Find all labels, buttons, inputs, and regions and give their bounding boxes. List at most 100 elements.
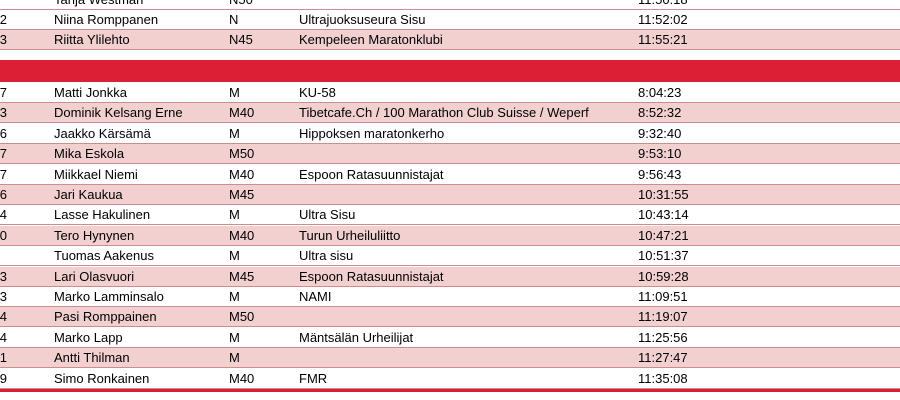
runner-class: M — [229, 329, 240, 345]
rank-fragment: 7 — [0, 166, 7, 182]
runner-name: Tero Hynynen — [54, 227, 135, 243]
finish-time: 11:25:56 — [638, 329, 688, 345]
runner-class: M — [229, 289, 240, 304]
table-row: 2 Niina Romppanen N Ultrajuoksuseura Sis… — [0, 10, 900, 30]
table-row: 3 Dominik Kelsang Erne M40 Tibetcafe.Ch / 1… — [0, 103, 900, 124]
runner-club: FMR — [299, 370, 328, 386]
table-row: Tuomas Aakenus M Ultra sisu 10:51:37 — [0, 246, 900, 267]
rank-fragment: 4 — [0, 309, 7, 325]
runner-class: M — [229, 85, 240, 100]
table-row: Tanja Westman N50 11:50:18 — [0, 0, 900, 10]
table-row: 3 Marko Lamminsalo M NAMI 11:09:51 — [0, 287, 900, 307]
table-row: 7 Matti Jonkka M KU-58 8:04:23 — [0, 83, 900, 103]
table-row: 4 Marko Lapp M Mäntsälän Urheilijat 11:25:56 — [0, 327, 900, 348]
finish-time: 11:09:51 — [638, 289, 688, 304]
runner-name: Tuomas Aakenus — [54, 248, 154, 264]
runner-name: Tanja Westman — [54, 0, 224, 10]
runner-class: M40 — [229, 227, 255, 243]
runner-class: M50 — [229, 309, 255, 325]
runner-name: Marko Lamminsalo — [54, 289, 164, 304]
finish-time: 10:51:37 — [638, 248, 689, 264]
runner-club — [299, 185, 629, 205]
table-row: 0 Tero Hynynen M40 Turun Urheiluliitto 10:47… — [0, 225, 900, 246]
bottom-divider-band — [0, 389, 900, 392]
runner-name: Pasi Romppainen — [54, 309, 157, 325]
runner-club: Ultra sisu — [299, 248, 354, 264]
runner-club: Turun Urheiluliitto — [299, 227, 401, 243]
finish-time: 10:43:14 — [638, 207, 689, 223]
rank-fragment: 2 — [0, 12, 7, 27]
runner-name: Lasse Hakulinen — [54, 207, 151, 223]
table-row: 3 Lari Olasvuori M45 Espoon Ratasuunnistaja… — [0, 266, 900, 287]
runner-club: Tibetcafe.Ch / 100 Marathon Club Suisse … — [299, 105, 589, 121]
table-row: 3 Riitta Ylilehto N45 Kempeleen Maratonk… — [0, 30, 900, 50]
rank-fragment: 3 — [0, 105, 7, 121]
rank-fragment: 3 — [0, 289, 7, 304]
runner-club: Mäntsälän Urheilijat — [299, 329, 414, 345]
table-row: 7 Mika Eskola M50 9:53:10 — [0, 144, 900, 165]
rank-fragment: 1 — [0, 350, 7, 366]
finish-time: 11:52:02 — [638, 12, 688, 27]
rank-fragment: 3 — [0, 32, 7, 47]
runner-class: M — [229, 350, 240, 366]
runner-name: Simo Ronkainen — [54, 370, 150, 386]
rank-fragment: 4 — [0, 207, 7, 223]
finish-time: 10:31:55 — [638, 187, 689, 202]
finish-time: 10:47:21 — [638, 227, 689, 243]
finish-time: 11:27:47 — [638, 350, 688, 366]
finish-time: 11:35:08 — [638, 370, 688, 386]
rank-fragment: 4 — [0, 329, 7, 345]
rank-fragment: 3 — [0, 268, 7, 284]
finish-time: 11:50:18 — [638, 0, 738, 10]
finish-time: 9:56:43 — [638, 166, 682, 182]
runner-class: M45 — [229, 268, 255, 284]
rank-fragment: 7 — [0, 146, 7, 162]
table-row: 4 Pasi Romppainen M50 11:19:07 — [0, 307, 900, 328]
rank-fragment: 9 — [0, 370, 7, 386]
rank-fragment: 6 — [0, 125, 7, 141]
runner-name: Antti Thilman — [54, 350, 130, 366]
runner-name: Niina Romppanen — [54, 12, 159, 27]
runner-class: N45 — [229, 32, 253, 47]
runner-name: Dominik Kelsang Erne — [54, 105, 183, 121]
runner-club: Espoon Ratasuunnistajat — [299, 268, 444, 284]
runner-name: Lari Olasvuori — [54, 268, 135, 284]
runner-class: M — [229, 248, 240, 264]
runner-class: M40 — [229, 370, 255, 386]
rank-fragment: 6 — [0, 187, 7, 202]
rank-fragment: 7 — [0, 85, 7, 100]
runner-name: Miikkael Niemi — [54, 166, 138, 182]
table-row: 1 Antti Thilman M 11:27:47 — [0, 348, 900, 369]
finish-time: 8:52:32 — [638, 105, 682, 121]
runner-club — [299, 307, 629, 327]
runner-club: Hippoksen maratonkerho — [299, 125, 445, 141]
runner-class: M45 — [229, 187, 255, 202]
runner-class: N50 — [229, 0, 289, 10]
runner-name: Matti Jonkka — [54, 85, 127, 100]
runner-class: M — [229, 207, 240, 223]
runner-club — [299, 144, 629, 164]
runner-club: KU-58 — [299, 85, 336, 100]
finish-time: 9:32:40 — [638, 125, 682, 141]
runner-class: M50 — [229, 146, 255, 162]
table-row: 6 Jaakko Kärsämä M Hippoksen maratonkerho 9:… — [0, 123, 900, 144]
finish-time: 11:19:07 — [638, 309, 688, 325]
runner-name: Jari Kaukua — [54, 187, 123, 202]
runner-club: Espoon Ratasuunnistajat — [299, 166, 444, 182]
table-row: 7 Miikkael Niemi M40 Espoon Ratasuunnistaja… — [0, 164, 900, 185]
runner-name: Riitta Ylilehto — [54, 32, 130, 47]
runner-name: Marko Lapp — [54, 329, 123, 345]
runner-class: M40 — [229, 166, 255, 182]
runner-class: N — [229, 12, 239, 27]
runner-club: Ultra Sisu — [299, 207, 356, 223]
table-row: 6 Jari Kaukua M45 10:31:55 — [0, 185, 900, 205]
finish-time: 9:53:10 — [638, 146, 682, 162]
runner-club: Kempeleen Maratonklubi — [299, 32, 443, 47]
rank-fragment: 0 — [0, 227, 7, 243]
table-row: 9 Simo Ronkainen M40 FMR 11:35:08 — [0, 368, 900, 389]
runner-name: Jaakko Kärsämä — [54, 125, 151, 141]
finish-time: 8:04:23 — [638, 85, 682, 100]
runner-club — [299, 348, 629, 368]
section-divider-band — [0, 60, 900, 82]
